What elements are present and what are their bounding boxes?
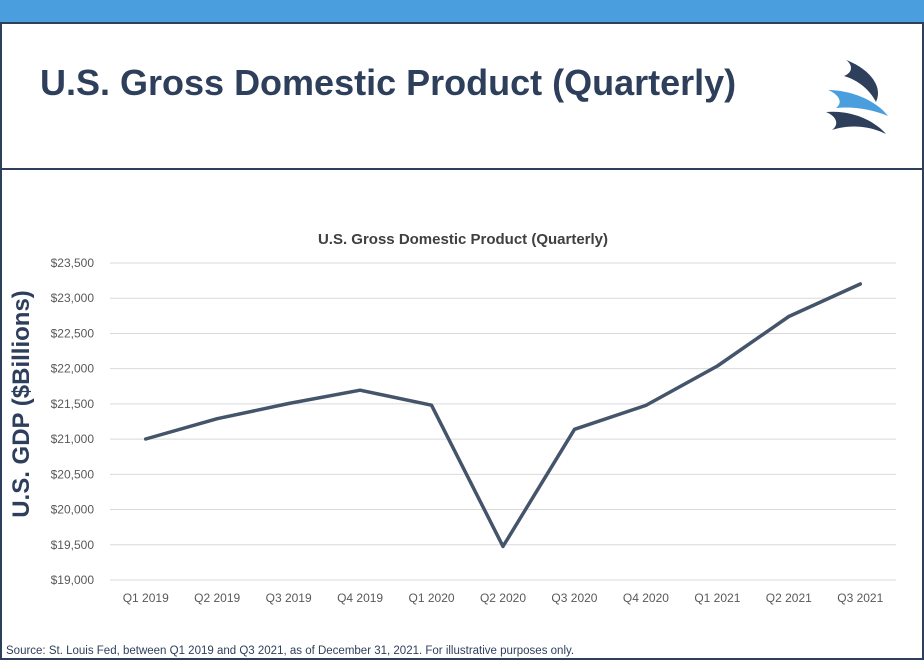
series-line <box>143 282 863 549</box>
x-tick-label: Q1 2021 <box>694 591 740 605</box>
x-tick-label: Q4 2019 <box>337 591 383 605</box>
y-tick-label: $23,000 <box>51 291 95 305</box>
data-point <box>715 364 719 368</box>
data-point <box>858 282 862 286</box>
top-accent-bar <box>0 0 924 24</box>
data-point <box>644 403 648 407</box>
y-tick-label: $23,500 <box>51 256 95 270</box>
gdp-line-chart: U.S. Gross Domestic Product (Quarterly) … <box>51 231 896 605</box>
x-tick-label: Q2 2021 <box>766 591 812 605</box>
y-tick-label: $20,500 <box>51 467 95 481</box>
x-tick-label: Q3 2020 <box>551 591 597 605</box>
source-note: Source: St. Louis Fed, between Q1 2019 a… <box>6 645 575 657</box>
x-tick-label: Q2 2019 <box>194 591 240 605</box>
x-tick-label: Q3 2019 <box>266 591 312 605</box>
chart-title: U.S. Gross Domestic Product (Quarterly) <box>318 231 608 248</box>
data-point <box>572 427 576 431</box>
y-tick-label: $22,000 <box>51 362 95 376</box>
data-point <box>787 314 791 318</box>
data-point <box>287 401 291 405</box>
wave-logo-icon <box>826 60 888 134</box>
data-point <box>215 417 219 421</box>
header-divider <box>0 168 924 170</box>
slide-title: U.S. Gross Domestic Product (Quarterly) <box>40 62 737 103</box>
y-tick-label: $21,000 <box>51 432 95 446</box>
x-tick-label: Q1 2020 <box>409 591 455 605</box>
data-point <box>501 544 505 548</box>
y-tick-label: $21,500 <box>51 397 95 411</box>
data-point <box>358 388 362 392</box>
y-tick-label: $22,500 <box>51 326 95 340</box>
y-tick-label: $19,500 <box>51 538 95 552</box>
x-tick-label: Q4 2020 <box>623 591 669 605</box>
data-point <box>430 403 434 407</box>
y-tick-label: $20,000 <box>51 503 95 517</box>
x-tick-label: Q2 2020 <box>480 591 526 605</box>
x-tick-label: Q3 2021 <box>837 591 883 605</box>
x-tick-label: Q1 2019 <box>123 591 169 605</box>
data-point <box>144 437 148 441</box>
y-tick-label: $19,000 <box>51 573 95 587</box>
